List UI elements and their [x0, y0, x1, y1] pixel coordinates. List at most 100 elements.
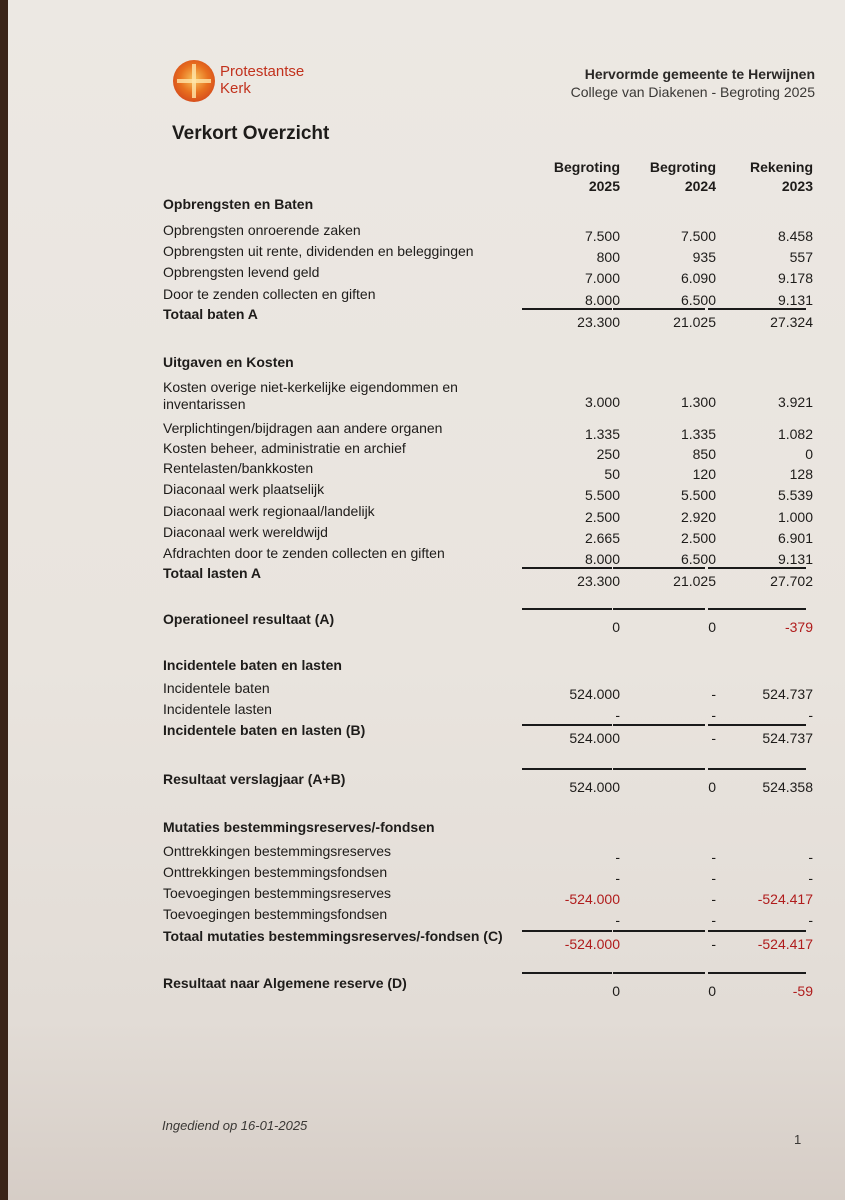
value-cell: 21.025 [673, 573, 716, 589]
value-cell: - [808, 849, 813, 865]
value-cell: - [808, 707, 813, 723]
total-label: Resultaat verslagjaar (A+B) [163, 771, 346, 787]
protestantse-kerk-logo-icon [173, 60, 215, 102]
organization-name: Hervormde gemeente te Herwijnen [584, 66, 815, 82]
total-rule [522, 308, 612, 310]
brand-line-1: Protestantse [220, 63, 305, 80]
row-label: Toevoegingen bestemmingsreserves [163, 885, 392, 901]
value-cell: - [711, 707, 716, 723]
value-cell: 6.090 [680, 270, 716, 286]
value-cell: 8.000 [584, 292, 620, 308]
value-cell: 5.500 [584, 487, 620, 503]
value-cell: - [615, 849, 620, 865]
row-label: Incidentele baten [163, 680, 270, 696]
value-cell: 524.358 [762, 779, 813, 795]
brand-name: Protestantse Kerk [220, 63, 304, 97]
row-label: Toevoegingen bestemmingsfondsen [163, 906, 388, 922]
value-cell: 27.702 [770, 573, 813, 589]
value-cell: 0 [708, 619, 716, 635]
row-label: Verplichtingen/bijdragen aan andere orga… [163, 420, 443, 436]
row-label: Onttrekkingen bestemmingsfondsen [163, 864, 388, 880]
value-cell: 0 [708, 779, 716, 795]
document-subtitle: College van Diakenen - Begroting 2025 [570, 84, 815, 100]
value-cell: 2.500 [680, 530, 716, 546]
total-rule [708, 567, 806, 569]
total-rule [522, 608, 612, 610]
row-label: Onttrekkingen bestemmingsreserves [163, 843, 391, 859]
total-label: Totaal mutaties bestemmingsreserves/-fon… [163, 928, 503, 944]
row-label: Opbrengsten uit rente, dividenden en bel… [163, 243, 474, 259]
total-rule [613, 972, 705, 974]
value-cell: 6.500 [680, 292, 716, 308]
document-page: Protestantse Kerk Hervormde gemeente te … [8, 0, 845, 1200]
value-cell: 23.300 [577, 314, 620, 330]
value-cell: 21.025 [673, 314, 716, 330]
value-cell: - [615, 707, 620, 723]
value-cell: 935 [692, 249, 716, 265]
row-label: Incidentele lasten [163, 701, 272, 717]
total-rule [522, 930, 612, 932]
total-rule [522, 972, 612, 974]
value-cell: - [615, 870, 620, 886]
value-cell: 0 [805, 446, 813, 462]
value-cell: -524.000 [564, 891, 620, 907]
column-header-line2: 2025 [588, 178, 620, 194]
value-cell: -59 [792, 983, 813, 999]
total-rule [613, 567, 705, 569]
total-rule [708, 724, 806, 726]
row-label: Opbrengsten onroerende zaken [163, 222, 361, 238]
value-cell: 2.920 [680, 509, 716, 525]
value-cell: - [711, 686, 716, 702]
total-rule [613, 608, 705, 610]
column-header-line2: 2024 [684, 178, 716, 194]
total-rule [613, 308, 705, 310]
value-cell: 1.335 [584, 426, 620, 442]
value-cell: 50 [604, 466, 620, 482]
value-cell: 8.000 [584, 551, 620, 567]
value-cell: - [711, 870, 716, 886]
total-label: Resultaat naar Algemene reserve (D) [163, 975, 407, 991]
row-label: Door te zenden collecten en giften [163, 286, 376, 302]
total-label: Totaal baten A [163, 306, 258, 322]
section-heading: Mutaties bestemmingsreserves/-fondsen [163, 819, 435, 835]
value-cell: 9.178 [777, 270, 813, 286]
value-cell: 2.665 [584, 530, 620, 546]
value-cell: 1.335 [680, 426, 716, 442]
value-cell: 850 [692, 446, 716, 462]
column-header-line2: 2023 [781, 178, 813, 194]
total-rule [522, 724, 612, 726]
value-cell: 2.500 [584, 509, 620, 525]
value-cell: 27.324 [770, 314, 813, 330]
value-cell: 23.300 [577, 573, 620, 589]
value-cell: 120 [692, 466, 716, 482]
value-cell: - [808, 870, 813, 886]
total-rule [708, 608, 806, 610]
total-rule [708, 972, 806, 974]
value-cell: 3.921 [777, 394, 813, 410]
value-cell: - [711, 730, 716, 746]
column-header: Rekening 2023 [703, 158, 813, 196]
total-rule [522, 768, 612, 770]
value-cell: - [711, 891, 716, 907]
value-cell: - [711, 936, 716, 952]
value-cell: 6.500 [680, 551, 716, 567]
page-number: 1 [794, 1132, 802, 1147]
row-label: Rentelasten/bankkosten [163, 460, 314, 476]
section-heading: Opbrengsten en Baten [163, 196, 314, 212]
submitted-date: Ingediend op 16-01-2025 [162, 1118, 308, 1133]
value-cell: 1.300 [680, 394, 716, 410]
value-cell: - [711, 849, 716, 865]
column-header-line1: Begroting [649, 159, 716, 175]
value-cell: 128 [789, 466, 813, 482]
value-cell: -379 [784, 619, 813, 635]
value-cell: 800 [596, 249, 620, 265]
section-heading: Uitgaven en Kosten [163, 354, 294, 370]
row-label: Kosten beheer, administratie en archief [163, 440, 406, 456]
value-cell: 7.000 [584, 270, 620, 286]
value-cell: - [711, 912, 716, 928]
total-rule [708, 768, 806, 770]
value-cell: -524.417 [757, 891, 813, 907]
total-rule [613, 930, 705, 932]
row-label: Diaconaal werk wereldwijd [163, 524, 328, 540]
column-header-line1: Rekening [749, 159, 813, 175]
